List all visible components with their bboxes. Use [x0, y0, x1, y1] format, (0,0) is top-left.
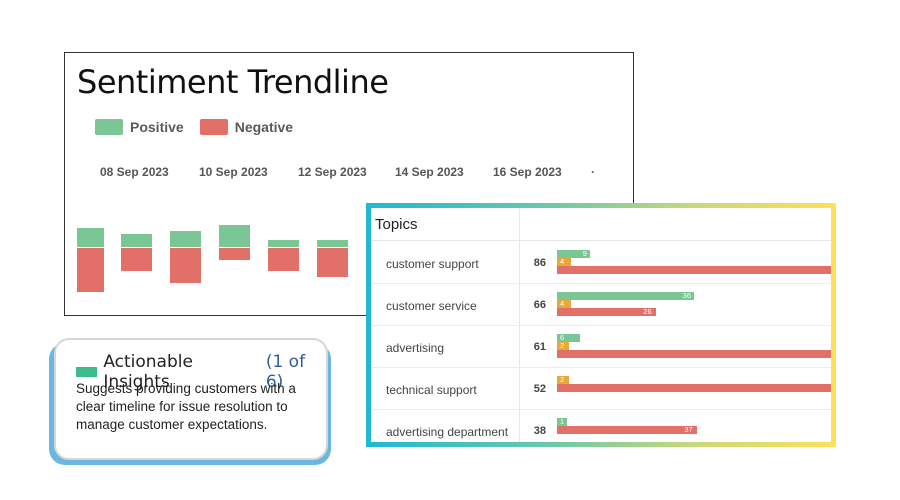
positive-bar: [170, 231, 201, 247]
positive-bar: 36: [557, 292, 694, 300]
negative-bar: 37: [557, 426, 697, 434]
topic-total: 38: [533, 425, 546, 437]
trendline-legend: Positive Negative: [95, 119, 299, 135]
insight-text: Suggests providing customers with a clea…: [76, 381, 296, 432]
sentiment-trendline-card: Sentiment Trendline Positive Negative 08…: [64, 52, 634, 316]
neutral-bar: 4: [557, 258, 571, 266]
positive-bar: [268, 240, 299, 247]
topic-total: 66: [533, 299, 546, 311]
positive-bar: 9: [557, 250, 590, 258]
topic-label: advertising: [386, 341, 445, 355]
negative-bar: [557, 266, 831, 274]
trend-bars: [77, 225, 376, 292]
topic-total: 52: [533, 383, 546, 395]
legend-positive-label: Positive: [130, 119, 184, 135]
negative-bar: [268, 248, 299, 271]
insight-title: Actionable Insights: [103, 352, 193, 392]
positive-bar: [317, 240, 348, 247]
legend-positive[interactable]: Positive: [95, 119, 184, 135]
date-label-partial: ·: [591, 165, 595, 179]
negative-bar: [557, 350, 831, 358]
neutral-bar: 4: [557, 300, 571, 308]
topics-header: Topics: [371, 208, 831, 241]
topic-total: 86: [533, 257, 546, 269]
topics-panel-frame: Topics customer support 86 9 4 customer serv…: [366, 203, 836, 447]
date-axis: 08 Sep 2023 10 Sep 2023 12 Sep 2023 14 S…: [65, 165, 633, 185]
topic-row[interactable]: customer support 86 9 4: [371, 241, 831, 284]
topics-panel: Topics customer support 86 9 4 customer serv…: [371, 208, 831, 442]
date-label: 12 Sep 2023: [298, 165, 367, 179]
date-label: 14 Sep 2023: [395, 165, 464, 179]
topic-row[interactable]: customer service 66 36 4 26: [371, 283, 831, 326]
topic-row[interactable]: technical support 52 2: [371, 367, 831, 410]
negative-bar: [77, 248, 104, 292]
topic-label: advertising department: [386, 425, 509, 439]
trendline-title: Sentiment Trendline: [77, 63, 389, 101]
neutral-bar: 2: [557, 342, 569, 350]
positive-bar: [121, 234, 152, 247]
date-label: 10 Sep 2023: [199, 165, 268, 179]
negative-swatch: [199, 119, 228, 135]
topic-label: customer support: [386, 257, 479, 271]
negative-bar: 26: [557, 308, 656, 316]
negative-bar: [317, 248, 348, 277]
insight-badge-icon: [76, 367, 98, 377]
actionable-insights-card[interactable]: Actionable Insights (1 of 6) Suggests pr…: [54, 338, 328, 460]
positive-bar: 1: [557, 418, 567, 426]
topic-label: technical support: [386, 383, 477, 397]
negative-bar: [121, 248, 152, 271]
legend-negative[interactable]: Negative: [199, 119, 294, 135]
positive-bar: [219, 225, 250, 247]
legend-negative-label: Negative: [234, 119, 294, 135]
date-label: 08 Sep 2023: [100, 165, 169, 179]
positive-bar: [77, 228, 104, 247]
topic-row[interactable]: advertising department 38 1 37: [371, 409, 831, 442]
positive-swatch: [95, 119, 123, 135]
topic-total: 61: [533, 341, 546, 353]
negative-bar: [170, 248, 201, 283]
topic-row[interactable]: advertising 61 6 2: [371, 325, 831, 368]
insight-counter: (1 of 6): [265, 352, 306, 392]
negative-bar: [219, 248, 250, 260]
insight-header: Actionable Insights (1 of 6): [76, 352, 326, 392]
neutral-bar: 2: [557, 376, 569, 384]
date-label: 16 Sep 2023: [493, 165, 562, 179]
negative-bar: [557, 384, 831, 392]
topics-title: Topics: [375, 216, 418, 233]
topic-label: customer service: [386, 299, 477, 313]
positive-bar: 6: [557, 334, 580, 342]
